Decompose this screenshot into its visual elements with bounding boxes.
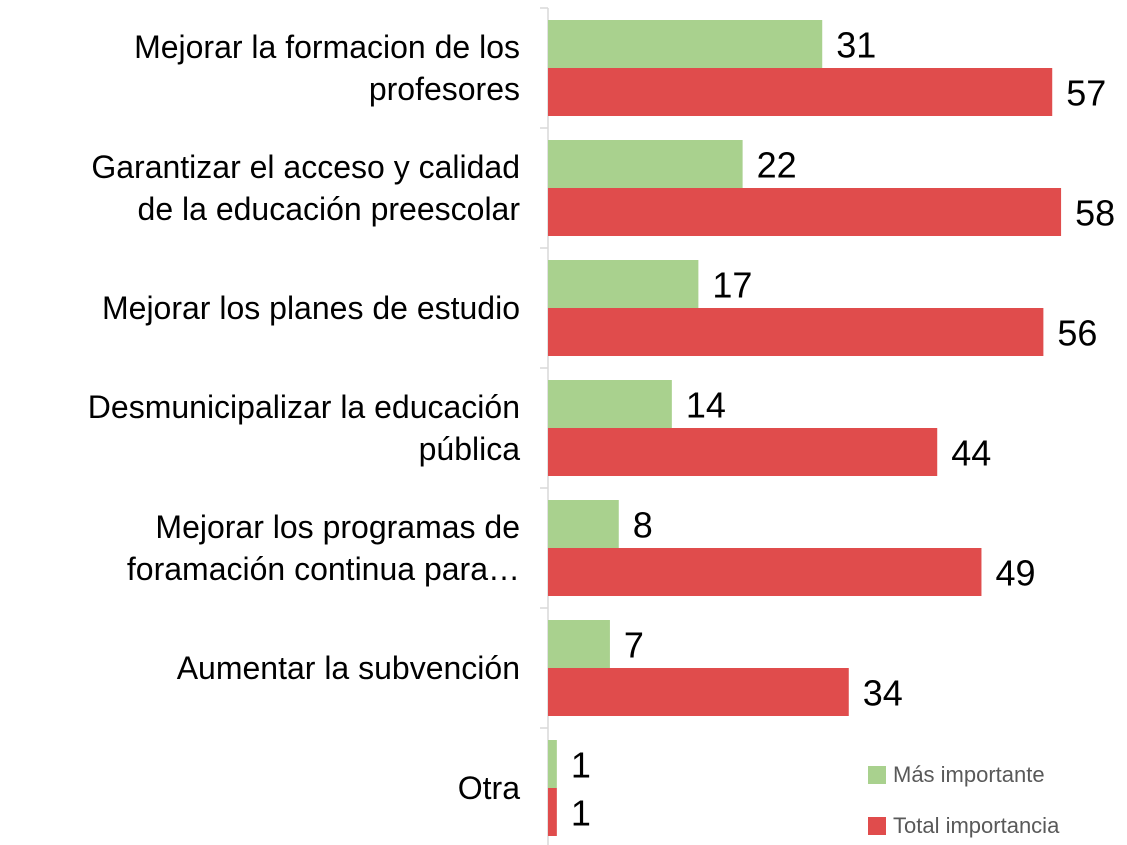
value-label: 1 (571, 793, 591, 834)
value-label: 17 (712, 265, 752, 306)
bar (548, 308, 1044, 356)
value-label: 44 (951, 433, 991, 474)
category-label: Mejorar los programas de foramación cont… (126, 509, 520, 587)
bar (548, 788, 557, 836)
value-label: 14 (686, 385, 726, 426)
bar (548, 140, 743, 188)
legend-swatch (868, 817, 886, 835)
legend-label: Total importancia (893, 813, 1060, 838)
category-label: Mejorar los planes de estudio (101, 290, 520, 326)
bar (548, 740, 557, 788)
bar (548, 428, 938, 476)
bar (548, 620, 610, 668)
bar (548, 668, 849, 716)
category-label: Desmunicipalizar la educación pública (87, 389, 520, 467)
category-label: Mejorar la formacion de los profesores (134, 29, 520, 107)
value-label: 57 (1066, 73, 1106, 114)
bar (548, 188, 1062, 236)
legend-label: Más importante (893, 762, 1045, 787)
bar (548, 380, 672, 428)
bar (548, 548, 982, 596)
category-label: Otra (457, 770, 520, 806)
value-label: 49 (995, 553, 1035, 594)
value-label: 1 (571, 745, 591, 786)
value-label: 22 (757, 145, 797, 186)
bar (548, 500, 619, 548)
category-label: Garantizar el acceso y calidad de la edu… (91, 149, 520, 227)
value-label: 58 (1075, 193, 1115, 234)
value-label: 56 (1057, 313, 1097, 354)
value-label: 7 (624, 625, 644, 666)
value-label: 34 (863, 673, 903, 714)
value-label: 31 (836, 25, 876, 66)
value-label: 8 (633, 505, 653, 546)
category-label: Aumentar la subvención (176, 650, 520, 686)
bar (548, 260, 699, 308)
bar (548, 68, 1053, 116)
bar (548, 20, 823, 68)
legend-swatch (868, 766, 886, 784)
